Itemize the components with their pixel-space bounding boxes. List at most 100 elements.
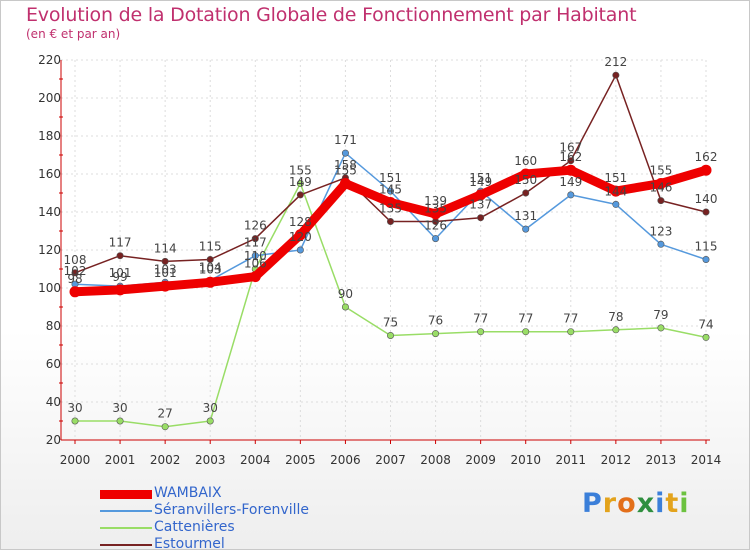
data-label: 149 xyxy=(559,175,582,189)
data-point xyxy=(294,229,306,241)
y-tick-label: 180 xyxy=(38,129,61,143)
data-point xyxy=(114,284,126,296)
x-tick-label: 2004 xyxy=(240,453,271,467)
data-label: 137 xyxy=(469,198,492,212)
logo-letter: t xyxy=(665,488,680,519)
data-label: 75 xyxy=(383,316,398,330)
data-label: 149 xyxy=(289,175,312,189)
data-label: 149 xyxy=(469,175,492,189)
x-tick-label: 2008 xyxy=(420,453,451,467)
x-tick-label: 2000 xyxy=(60,453,91,467)
data-point xyxy=(522,189,530,197)
data-label: 101 xyxy=(109,266,132,280)
data-label: 128 xyxy=(289,215,312,229)
y-tick-label: 120 xyxy=(38,243,61,257)
data-label: 74 xyxy=(698,317,713,331)
y-tick-label: 160 xyxy=(38,167,61,181)
data-point xyxy=(249,271,261,283)
data-point xyxy=(612,200,620,208)
data-label: 30 xyxy=(112,401,127,415)
data-point xyxy=(116,417,124,425)
y-tick-label: 100 xyxy=(38,281,61,295)
data-label: 158 xyxy=(334,158,357,172)
data-point xyxy=(522,225,530,233)
data-label: 135 xyxy=(424,202,447,216)
data-label: 171 xyxy=(334,133,357,147)
y-tick-label: 20 xyxy=(46,433,61,447)
x-tick-label: 2014 xyxy=(691,453,722,467)
data-label: 117 xyxy=(109,236,132,250)
y-tick-label: 200 xyxy=(38,91,61,105)
data-label: 115 xyxy=(199,240,222,254)
chart-title: Evolution de la Dotation Globale de Fonc… xyxy=(26,4,637,26)
legend-label: Cattenières xyxy=(154,519,235,535)
legend-label: Séranvillers-Forenville xyxy=(154,502,309,518)
data-point xyxy=(71,269,79,277)
data-label: 104 xyxy=(199,260,222,274)
data-point xyxy=(206,255,214,263)
data-point xyxy=(657,197,665,205)
data-label: 144 xyxy=(604,184,627,198)
data-label: 98 xyxy=(67,272,82,286)
data-point xyxy=(477,328,485,336)
data-point xyxy=(612,326,620,334)
data-label: 160 xyxy=(514,154,537,168)
data-label: 151 xyxy=(469,171,492,185)
data-label: 101 xyxy=(154,266,177,280)
data-label: 151 xyxy=(379,171,402,185)
proxiti-logo: Proxiti xyxy=(582,488,690,519)
data-label: 77 xyxy=(473,312,488,326)
data-label: 78 xyxy=(608,310,623,324)
data-label: 162 xyxy=(559,150,582,164)
data-label: 145 xyxy=(379,183,402,197)
data-point xyxy=(700,164,712,176)
data-point xyxy=(339,178,351,189)
data-point xyxy=(385,197,396,208)
series-estourmel xyxy=(71,71,710,277)
legend-swatch xyxy=(100,527,152,529)
data-point xyxy=(702,333,710,341)
data-point xyxy=(386,331,394,339)
data-label: 146 xyxy=(649,181,672,195)
data-label: 126 xyxy=(244,219,267,233)
data-point xyxy=(432,235,440,243)
data-label: 77 xyxy=(563,312,578,326)
data-point xyxy=(432,330,440,338)
data-point xyxy=(341,149,349,157)
legend-label: Estourmel xyxy=(154,536,225,552)
data-label: 126 xyxy=(424,219,447,233)
x-tick-label: 2007 xyxy=(375,453,406,467)
data-label: 106 xyxy=(244,257,267,271)
data-label: 102 xyxy=(64,264,87,278)
data-label: 108 xyxy=(64,253,87,267)
x-tick-label: 2012 xyxy=(601,453,632,467)
data-point xyxy=(565,164,577,176)
x-tick-label: 2005 xyxy=(285,453,316,467)
data-label: 131 xyxy=(514,209,537,223)
data-point xyxy=(251,235,259,243)
x-tick-label: 2010 xyxy=(510,453,541,467)
data-point xyxy=(296,191,304,199)
data-point xyxy=(520,168,532,180)
y-tick-label: 80 xyxy=(46,319,61,333)
x-tick-label: 2009 xyxy=(465,453,496,467)
data-point xyxy=(161,423,169,431)
data-point xyxy=(657,324,665,332)
data-label: 162 xyxy=(695,150,718,164)
data-point xyxy=(475,189,487,201)
data-point xyxy=(206,417,214,425)
data-point xyxy=(567,328,575,336)
data-point xyxy=(430,208,442,220)
data-label: 212 xyxy=(604,55,627,69)
data-label: 151 xyxy=(604,171,627,185)
data-label: 155 xyxy=(334,164,357,178)
chart-subtitle: (en € et par an) xyxy=(26,27,121,41)
data-label: 117 xyxy=(244,236,267,250)
data-label: 30 xyxy=(67,401,82,415)
data-label: 120 xyxy=(289,230,312,244)
data-point xyxy=(612,71,620,79)
legend-swatch xyxy=(100,544,152,546)
data-label: 114 xyxy=(154,241,177,255)
data-point xyxy=(655,178,667,189)
